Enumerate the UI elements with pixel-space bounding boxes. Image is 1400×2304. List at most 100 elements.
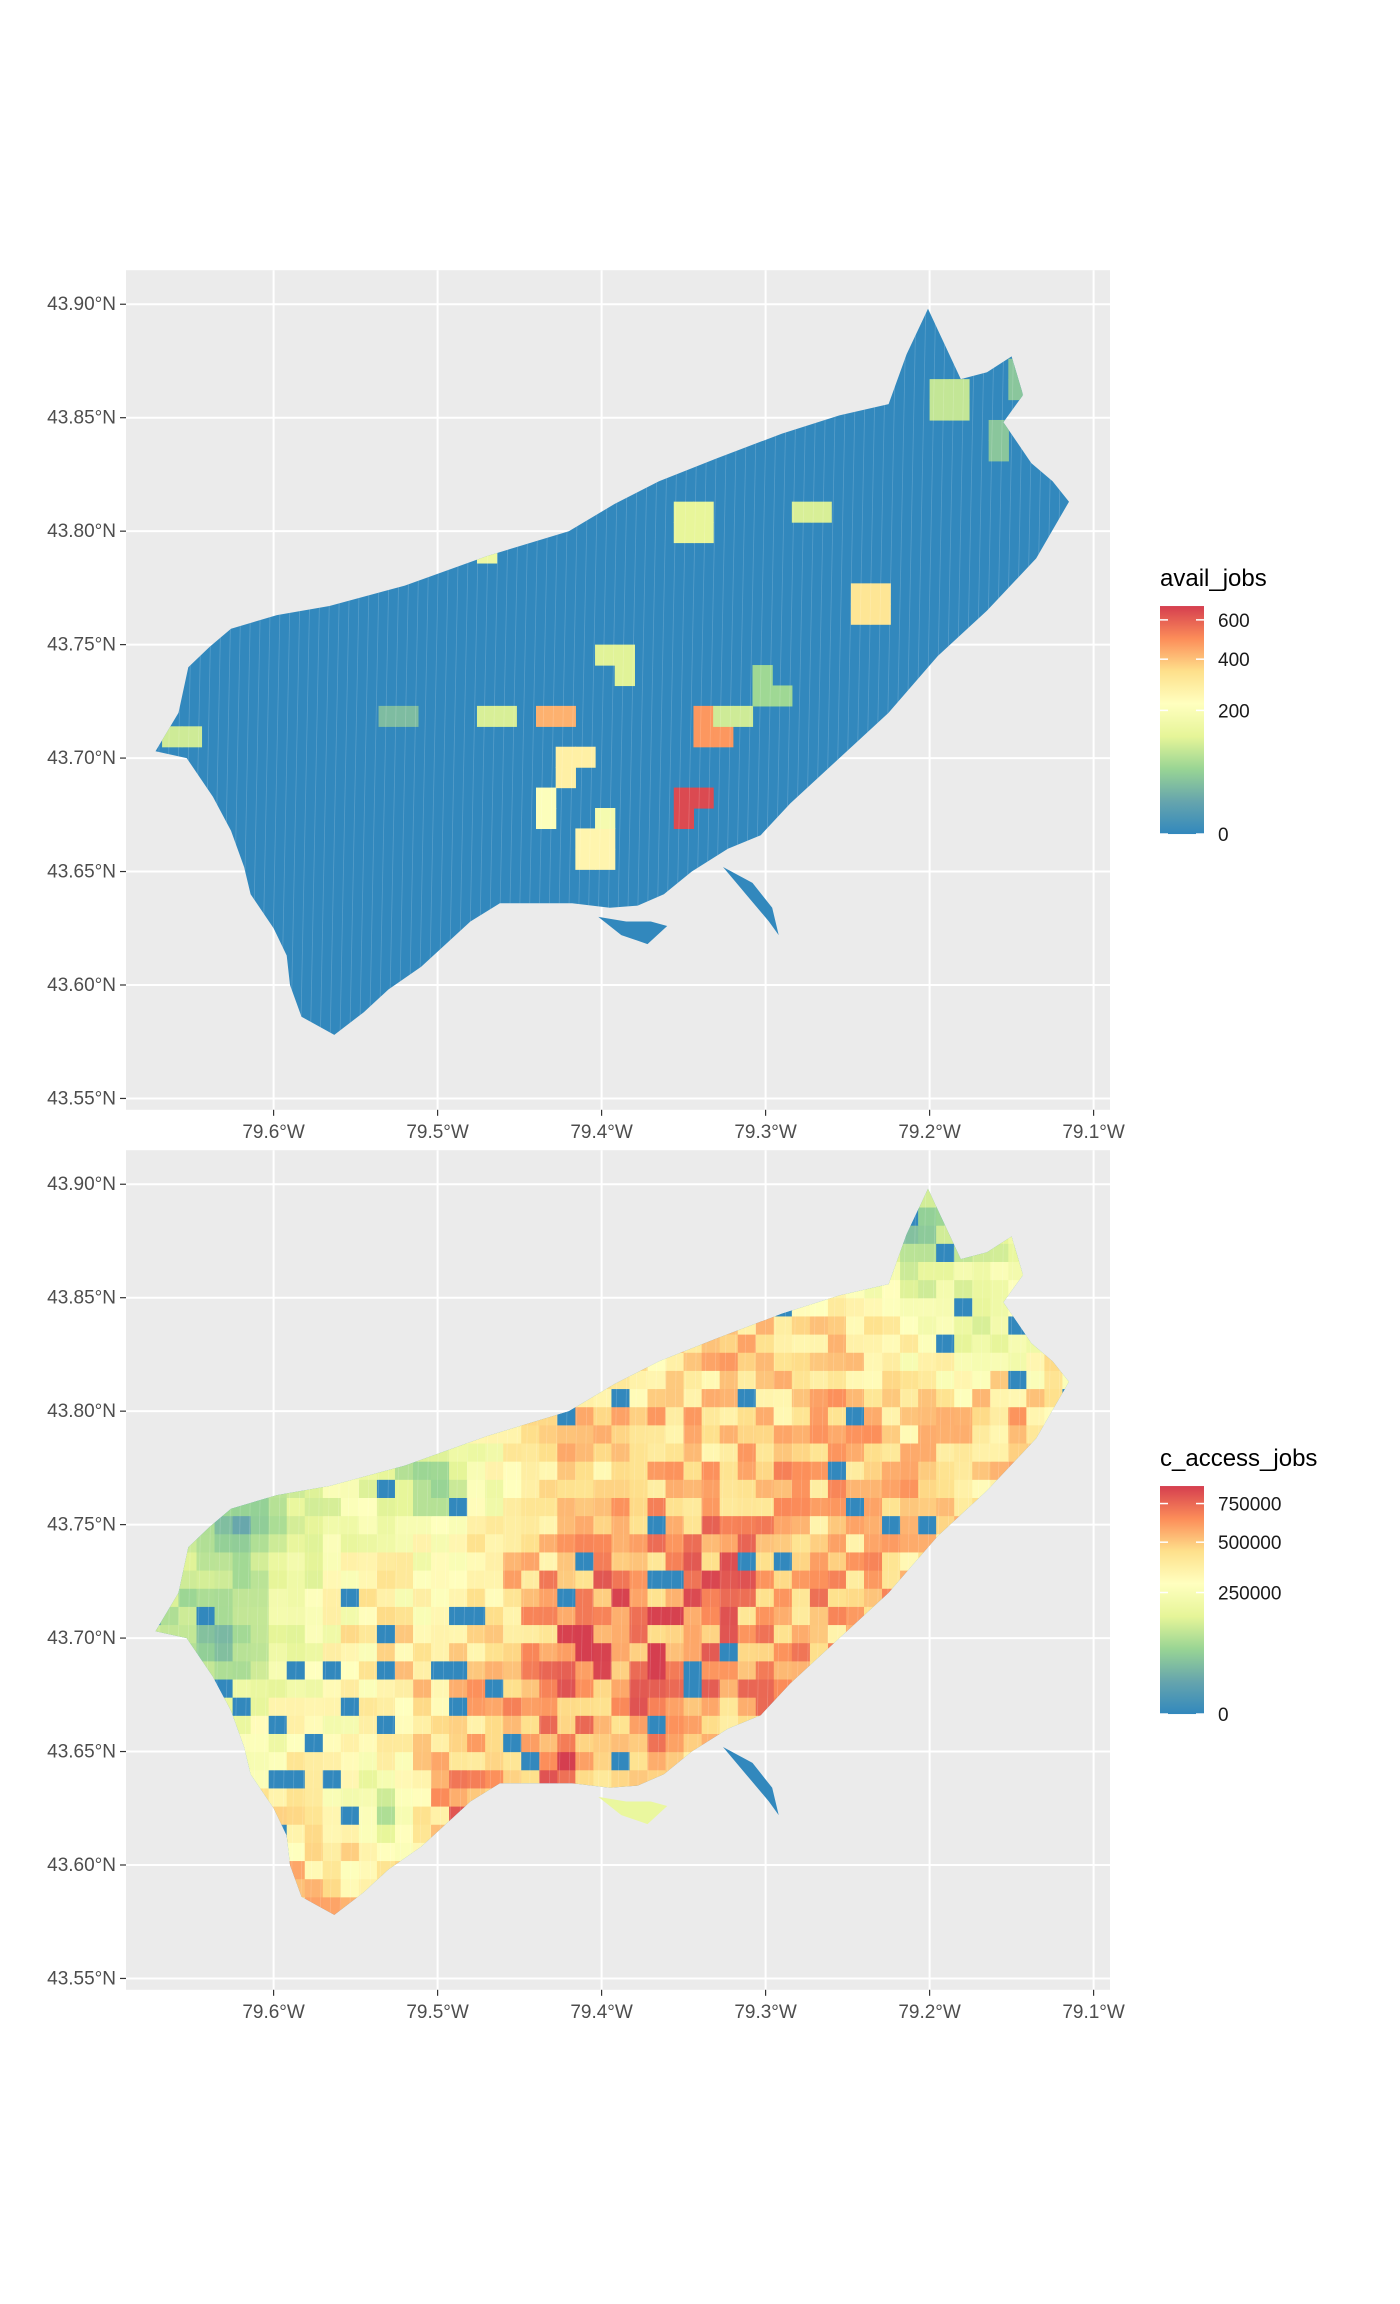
tract-cell — [485, 1751, 504, 1771]
tract-cell — [250, 1533, 270, 1553]
tract-cell — [521, 1606, 540, 1626]
tract-cell — [791, 1606, 811, 1626]
tract-cell — [693, 726, 714, 748]
y-tick-label: 43.65°N — [47, 1742, 116, 1763]
tract-cell — [322, 1660, 342, 1680]
tract-cell — [394, 1642, 414, 1662]
tract-cell — [665, 1388, 685, 1408]
tract-cell — [845, 1497, 865, 1517]
tract-cell — [701, 1406, 721, 1426]
tract-cell — [737, 1678, 757, 1698]
tract-cell — [431, 1678, 450, 1698]
tract-cell — [322, 1733, 342, 1753]
tract-cell — [900, 1261, 919, 1281]
tract-cell — [629, 1642, 649, 1662]
tract-cell — [250, 1660, 270, 1680]
tract-cell — [413, 1697, 432, 1716]
tract-cell — [503, 1751, 522, 1771]
tract-cell — [701, 1624, 721, 1644]
tract-cell — [232, 1624, 252, 1644]
tract-cell — [827, 1479, 847, 1498]
tract-cell — [214, 1515, 234, 1535]
tract-cell — [467, 1479, 486, 1498]
tract-cell — [557, 1678, 576, 1698]
tract-cell — [286, 1551, 306, 1571]
tract-cell — [864, 1370, 883, 1390]
tract-cell — [521, 1697, 540, 1716]
tract-cell — [809, 1551, 829, 1571]
tract-cell — [611, 1497, 631, 1517]
tract-cell — [629, 1515, 649, 1535]
tract-cell — [773, 1624, 793, 1644]
tract-cell — [322, 1588, 342, 1607]
tract-cell — [394, 1715, 414, 1734]
tract-cell — [954, 1315, 973, 1335]
tract-cell — [394, 1733, 414, 1753]
tract-cell — [755, 1370, 775, 1390]
tract-cell — [647, 1733, 667, 1753]
tract-cell — [178, 1570, 198, 1589]
tract-cell — [358, 1678, 378, 1698]
tract-cell — [503, 1515, 522, 1535]
tract-cell — [936, 1497, 955, 1517]
tract-cell — [575, 1442, 594, 1462]
tract-cell — [665, 1461, 685, 1480]
tract-cell — [449, 1570, 468, 1589]
tract-cell — [250, 1497, 270, 1517]
tract-cell — [286, 1588, 306, 1607]
tract-cell — [936, 1424, 955, 1444]
tract-cell — [340, 1642, 360, 1662]
tract-cell — [467, 1624, 486, 1644]
tract-cell — [358, 1697, 378, 1716]
tract-cell — [449, 1733, 468, 1753]
legend-tick-label: 0 — [1218, 825, 1229, 846]
tract-cell — [449, 1588, 468, 1607]
tract-cell — [683, 1697, 703, 1716]
tract-cell — [719, 1570, 739, 1589]
tract-cell — [358, 1642, 378, 1662]
tract-cell — [413, 1497, 432, 1517]
tract-cell — [593, 1606, 613, 1626]
tract-cell — [557, 1570, 576, 1589]
tract-cell — [811, 501, 832, 523]
tract-cell — [376, 1769, 396, 1789]
tract-cell — [845, 1442, 865, 1462]
tract-cell — [665, 1642, 685, 1662]
tract-cell — [539, 1697, 558, 1716]
tract-cell — [827, 1461, 847, 1480]
tract-cell — [719, 1515, 739, 1535]
tract-cell — [737, 1370, 757, 1390]
tract-cell — [954, 1370, 973, 1390]
tract-cell — [286, 1515, 306, 1535]
tract-cell — [178, 1606, 198, 1626]
tract-cell — [521, 1533, 540, 1553]
tract-cell — [713, 726, 734, 748]
tract-cell — [557, 1697, 576, 1716]
tract-cell — [431, 1624, 450, 1644]
tract-cell — [340, 1479, 360, 1498]
tract-cell — [196, 1588, 216, 1607]
tract-cell — [322, 1824, 342, 1843]
tract-cell — [196, 1624, 216, 1644]
tract-cell — [611, 1697, 631, 1716]
tract-cell — [954, 1334, 973, 1353]
tract-cell — [340, 1497, 360, 1517]
tract-cell — [340, 1733, 360, 1753]
tract-cell — [376, 1606, 396, 1626]
tract-cell — [521, 1624, 540, 1644]
tract-cell — [673, 787, 695, 809]
tract-cell — [827, 1388, 847, 1408]
tract-cell — [882, 1297, 901, 1317]
tract-cell — [972, 1388, 991, 1408]
tract-cell — [918, 1315, 937, 1335]
tract-cell — [864, 1461, 883, 1480]
tract-cell — [954, 1479, 973, 1498]
tract-cell — [232, 1606, 252, 1626]
legend-tick-label: 0 — [1218, 1705, 1229, 1726]
tract-cell — [322, 1878, 342, 1898]
tract-cell — [485, 1769, 504, 1789]
tract-cell — [575, 848, 596, 870]
tract-cell — [719, 1334, 739, 1353]
tract-cell — [791, 1624, 811, 1644]
tract-cell — [972, 1461, 991, 1480]
